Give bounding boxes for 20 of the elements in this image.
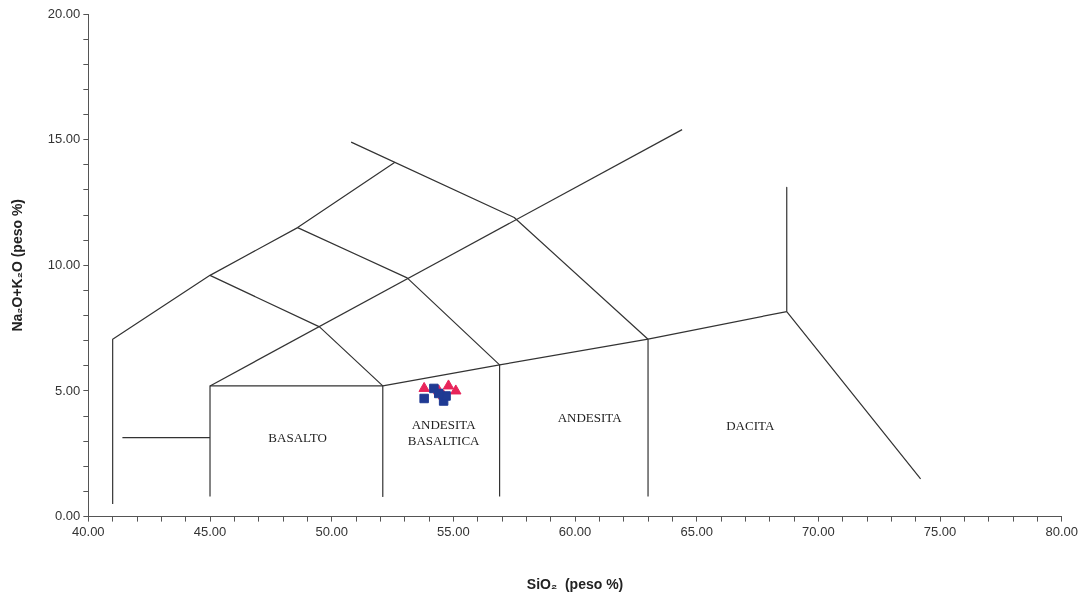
x-tick-label: 80.00 — [1045, 523, 1079, 539]
annotation: ANDESITA — [557, 410, 623, 426]
annotation: BASALTO — [268, 430, 327, 446]
y-tick-label: 20.00 — [47, 5, 81, 21]
x-tick-label: 45.00 — [193, 523, 227, 539]
x-tick-label: 50.00 — [315, 523, 348, 539]
annotation: DACITA — [726, 417, 775, 433]
y-tick-label: 15.00 — [47, 131, 81, 147]
x-tick-label: 75.00 — [923, 523, 957, 539]
x-tick-label: 65.00 — [680, 523, 713, 539]
y-tick-label: 0.00 — [55, 508, 81, 524]
x-axis-title: SiO₂ (peso %) — [526, 576, 624, 593]
annotation: ANDESITA BASALTICA — [407, 417, 481, 449]
x-tick-label: 70.00 — [802, 523, 835, 539]
y-axis-title: Na₂O+K₂O (peso %) — [9, 198, 26, 332]
x-tick-label: 55.00 — [437, 523, 470, 539]
y-tick-label: 10.00 — [47, 256, 81, 272]
x-tick-label: 60.00 — [558, 523, 592, 539]
x-tick-label: 40.00 — [72, 523, 105, 539]
y-tick-label: 5.00 — [55, 382, 81, 398]
